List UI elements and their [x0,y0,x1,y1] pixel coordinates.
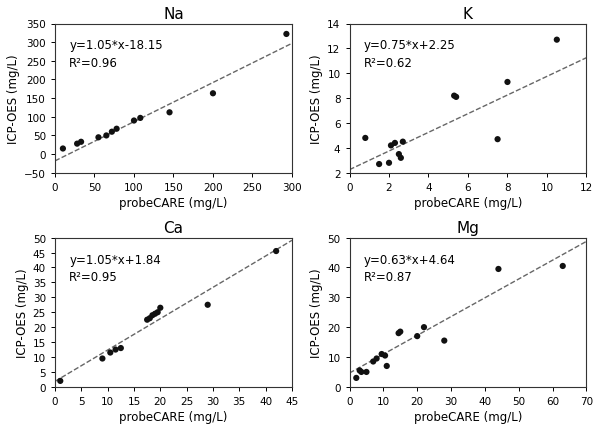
Point [136,115,145,122]
Point [208,91,218,98]
Point [107,129,116,136]
Point [55,378,65,384]
Text: y=1.05*x-18.15: y=1.05*x-18.15 [69,39,163,52]
Point [493,136,502,143]
Point [419,324,429,331]
Point [390,140,400,147]
Point [116,345,125,352]
Point [372,355,382,362]
Point [203,301,212,308]
Point [494,266,503,273]
Point [76,139,86,146]
Point [374,161,384,168]
Point [439,338,449,344]
Point [394,151,404,158]
X-axis label: probeCARE (mg/L): probeCARE (mg/L) [119,197,227,209]
Text: R²=0.62: R²=0.62 [364,57,413,70]
Point [377,351,386,358]
Point [503,79,512,86]
Title: K: K [463,7,473,22]
Point [382,362,392,369]
Point [94,135,103,141]
Point [386,143,396,150]
Point [361,135,370,142]
Text: R²=0.95: R²=0.95 [69,271,118,284]
Text: y=0.75*x+2.25: y=0.75*x+2.25 [364,39,455,52]
Point [552,37,562,44]
Point [150,310,160,317]
Point [384,160,394,167]
Point [395,329,405,335]
X-axis label: probeCARE (mg/L): probeCARE (mg/L) [119,410,227,423]
Point [558,263,568,270]
X-axis label: probeCARE (mg/L): probeCARE (mg/L) [414,197,522,209]
Point [368,358,378,365]
Text: y=0.63*x+4.64: y=0.63*x+4.64 [364,253,455,266]
Text: R²=0.87: R²=0.87 [364,271,412,284]
Point [362,369,371,375]
Point [73,141,82,148]
Title: Na: Na [163,7,184,22]
Y-axis label: ICP-OES (mg/L): ICP-OES (mg/L) [16,268,29,357]
Title: Mg: Mg [457,221,479,236]
Point [165,110,175,117]
Point [101,133,111,140]
Y-axis label: ICP-OES (mg/L): ICP-OES (mg/L) [310,268,323,357]
Point [355,367,364,374]
Point [451,94,461,101]
Point [58,146,68,153]
Point [281,31,291,38]
Point [394,330,403,337]
Point [398,139,407,146]
Text: y=1.05*x+1.84: y=1.05*x+1.84 [69,253,161,266]
Point [112,126,121,133]
Point [129,118,139,125]
X-axis label: probeCARE (mg/L): probeCARE (mg/L) [414,410,522,423]
Point [153,309,163,316]
Point [111,346,121,353]
Point [145,315,155,322]
Point [155,304,165,311]
Y-axis label: ICP-OES (mg/L): ICP-OES (mg/L) [310,54,323,144]
Point [380,352,390,359]
Point [396,155,406,162]
Y-axis label: ICP-OES (mg/L): ICP-OES (mg/L) [7,54,20,144]
Point [271,248,281,255]
Title: Ca: Ca [163,221,184,236]
Point [356,369,366,375]
Point [98,355,107,362]
Point [148,312,157,319]
Point [106,349,115,356]
Point [449,93,459,100]
Point [142,316,152,323]
Point [412,333,422,340]
Text: R²=0.96: R²=0.96 [69,57,118,70]
Point [352,375,361,381]
